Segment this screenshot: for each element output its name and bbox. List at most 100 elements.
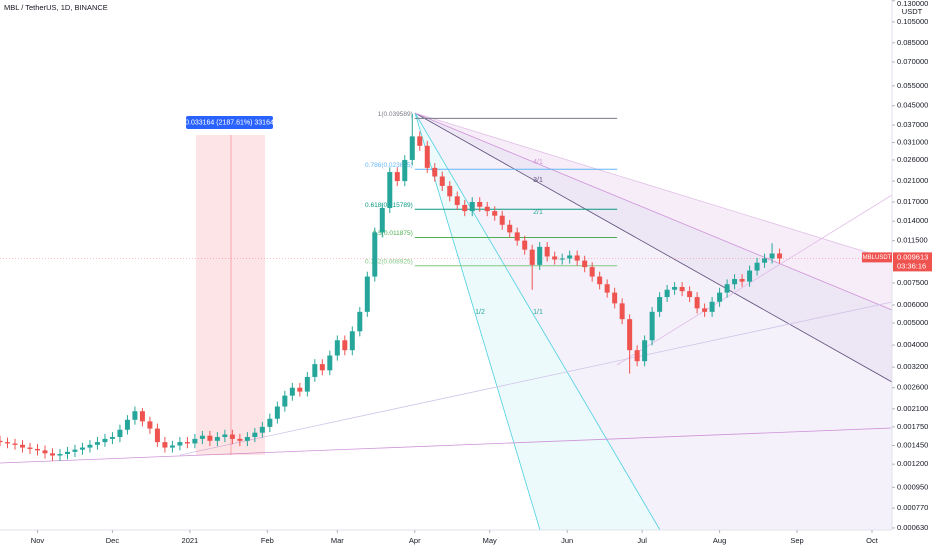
candle-body [679, 286, 685, 292]
candle-body [597, 276, 603, 285]
y-tick-label: 0.001750 [897, 422, 928, 431]
candle-body [57, 454, 63, 456]
candle-body [477, 201, 483, 207]
y-tick-label: 0.002100 [897, 404, 928, 413]
x-tick-label: Oct [866, 536, 879, 545]
candle-body [42, 450, 48, 454]
candle-body [672, 286, 678, 290]
candle-body [432, 167, 438, 177]
symbol-tag: MBLUSDT [863, 255, 892, 261]
candle-body [259, 426, 265, 433]
candle-body [364, 276, 370, 312]
candle-body [394, 172, 400, 182]
candle-body [402, 159, 408, 182]
fan-label: 3/1 [533, 177, 543, 184]
fib-label: 0.786(0.023665) [365, 162, 413, 169]
candle-body [267, 418, 273, 427]
x-tick-label: May [483, 536, 497, 545]
y-tick-label: 0.070000 [897, 57, 928, 66]
countdown: 03:36:16 [897, 261, 926, 270]
fan-line [414, 112, 893, 383]
candle-body [327, 355, 333, 371]
y-tick-label: 0.004000 [897, 340, 928, 349]
candle-body [19, 444, 25, 448]
candle-body [649, 311, 655, 341]
candle-body [244, 436, 250, 441]
candle-body [612, 292, 618, 304]
candle-body [79, 447, 85, 450]
candle-body [304, 376, 310, 392]
x-tick-label: Aug [713, 536, 726, 545]
candle-body [319, 364, 325, 371]
y-tick-label: 0.003200 [897, 362, 928, 371]
fan-line [414, 112, 893, 261]
symbol-tag-box [862, 252, 892, 263]
candle-body [192, 438, 198, 444]
fan-label: 2/1 [533, 209, 543, 216]
y-tick-label: 0.006000 [897, 300, 928, 309]
y-tick-label: 0.000630 [897, 523, 928, 532]
candle-body [739, 279, 745, 282]
price-tag-box [893, 252, 932, 272]
candle-body [372, 232, 378, 277]
y-tick-label: 0.001450 [897, 440, 928, 449]
y-tick-label: 0.031000 [897, 138, 928, 147]
candle-body [154, 428, 160, 443]
fib-label: 1(0.039589) [378, 111, 413, 118]
candle-body [379, 207, 385, 233]
fib-label: 0.5(0.011875) [373, 230, 413, 237]
candle-body [559, 258, 565, 260]
candle-body [207, 435, 213, 441]
candle-body [139, 411, 145, 422]
candle-body [762, 258, 768, 263]
y-tick-label: 0.001200 [897, 459, 928, 468]
candle-body [424, 145, 430, 168]
trend-line [616, 194, 893, 366]
candle-body [544, 246, 550, 257]
candle-body [664, 289, 670, 298]
candle-body [64, 451, 70, 455]
candle-body [642, 340, 648, 362]
y-tick-label: 0.021000 [897, 176, 928, 185]
candle-body [754, 262, 760, 271]
y-tick-label: 0.045000 [897, 101, 928, 110]
x-tick-label: Mar [331, 536, 344, 545]
candle-body [507, 224, 513, 233]
candle-body [709, 301, 715, 312]
candle-body [484, 206, 490, 212]
fan-label: 4/1 [533, 159, 543, 166]
candle-body [552, 256, 558, 260]
candle-body [124, 419, 130, 430]
measure-label-box [186, 116, 273, 129]
candle-body [27, 447, 33, 449]
candle-body [72, 449, 78, 452]
y-tick-label: 0.011500 [897, 236, 928, 245]
measure-label: 0.033164 (2187.61%) 33164 [185, 119, 274, 126]
y-tick-label: 0.055000 [897, 81, 928, 90]
candle-body [342, 340, 348, 351]
candle-body [147, 421, 153, 429]
y-tick-label: 0.000770 [897, 503, 928, 512]
candle-body [589, 267, 595, 277]
candle-body [357, 311, 363, 332]
candle-body [109, 436, 115, 439]
candle-body [102, 438, 108, 443]
candle-body [132, 411, 138, 420]
x-tick-label: 2021 [182, 536, 199, 545]
candle-body [462, 204, 468, 212]
y-tick-label: 0.002600 [897, 383, 928, 392]
candle-body [687, 291, 693, 298]
y-tick-label: 0.026000 [897, 155, 928, 164]
y-unit: USDT [902, 7, 923, 16]
candle-body [702, 308, 708, 312]
candle-body [769, 253, 775, 259]
candle-body [222, 434, 228, 437]
candle-body [214, 436, 220, 441]
y-tick-label: 0.000950 [897, 482, 928, 491]
x-tick-label: Nov [31, 536, 45, 545]
fan-line [414, 112, 661, 531]
candle-body [604, 284, 610, 293]
candle-body [499, 215, 505, 225]
